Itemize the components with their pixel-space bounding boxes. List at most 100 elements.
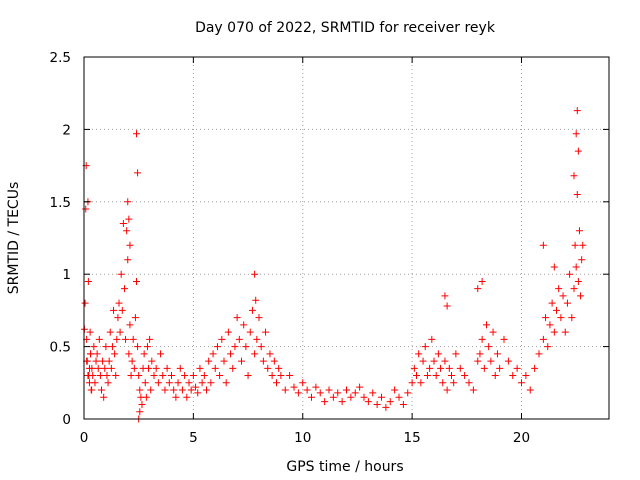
data-point xyxy=(238,357,245,365)
data-point xyxy=(150,372,158,380)
data-point xyxy=(203,386,210,394)
x-tick-label: 5 xyxy=(189,430,198,446)
data-point xyxy=(94,364,102,372)
data-point xyxy=(432,372,440,380)
data-point xyxy=(563,299,571,307)
data-point xyxy=(430,357,438,365)
data-point xyxy=(491,372,499,380)
data-point xyxy=(127,372,135,380)
data-point xyxy=(103,372,111,380)
data-point xyxy=(178,386,186,394)
data-point xyxy=(200,372,208,380)
data-point xyxy=(496,364,504,372)
data-point xyxy=(439,379,447,387)
data-point xyxy=(526,386,534,394)
data-point xyxy=(338,398,346,406)
data-point xyxy=(578,256,586,264)
data-point xyxy=(452,350,460,358)
data-point xyxy=(294,389,302,397)
data-point xyxy=(213,343,221,351)
data-point xyxy=(573,191,581,199)
data-point xyxy=(105,357,113,365)
data-point xyxy=(574,147,582,155)
data-point xyxy=(518,379,525,387)
data-point xyxy=(544,343,552,351)
data-point xyxy=(553,306,560,314)
data-point xyxy=(176,364,184,372)
data-point xyxy=(480,364,488,372)
data-point xyxy=(461,372,469,380)
data-point xyxy=(573,107,581,115)
data-point xyxy=(125,215,133,223)
data-point xyxy=(209,350,217,358)
data-point xyxy=(262,328,270,336)
data-point xyxy=(450,379,458,387)
data-point xyxy=(146,335,154,343)
data-point xyxy=(273,379,280,387)
data-point xyxy=(264,364,272,372)
data-point xyxy=(575,227,583,235)
data-point xyxy=(395,393,403,401)
data-point xyxy=(441,357,449,365)
data-point xyxy=(364,398,372,406)
data-point xyxy=(419,357,427,365)
data-point xyxy=(92,357,100,365)
data-point xyxy=(487,357,495,365)
data-point xyxy=(356,383,364,391)
data-point xyxy=(248,306,256,314)
data-point xyxy=(231,343,239,351)
data-point xyxy=(95,335,103,343)
data-point xyxy=(88,386,96,394)
data-point xyxy=(399,401,407,409)
data-point xyxy=(198,379,206,387)
data-point xyxy=(570,285,578,293)
data-point xyxy=(561,328,569,336)
data-point xyxy=(118,306,126,314)
data-point xyxy=(108,343,116,351)
data-point xyxy=(100,393,108,401)
data-point xyxy=(555,285,563,293)
data-point xyxy=(194,389,202,397)
data-point xyxy=(522,372,530,380)
data-point xyxy=(290,383,298,391)
data-point xyxy=(192,383,200,391)
data-point xyxy=(205,357,213,365)
data-point xyxy=(443,386,451,394)
data-point xyxy=(493,350,501,358)
data-point xyxy=(378,393,385,401)
data-point xyxy=(131,314,139,322)
data-point xyxy=(329,393,337,401)
data-point xyxy=(557,314,565,322)
data-point xyxy=(86,328,94,336)
data-points xyxy=(80,107,587,423)
data-point xyxy=(476,350,484,358)
data-point xyxy=(579,241,587,249)
data-point xyxy=(142,393,150,401)
data-point xyxy=(122,335,130,343)
data-point xyxy=(136,386,144,394)
y-tick-label: 1.5 xyxy=(50,195,71,211)
data-point xyxy=(125,350,133,358)
data-point xyxy=(546,321,554,329)
data-point xyxy=(308,393,315,401)
data-point xyxy=(168,372,175,380)
data-point xyxy=(133,130,140,138)
data-point xyxy=(90,343,98,351)
x-tick-label: 20 xyxy=(513,430,530,446)
data-point xyxy=(559,292,567,300)
data-point xyxy=(568,314,576,322)
data-point xyxy=(410,364,418,372)
x-tick-label: 0 xyxy=(80,430,89,446)
y-tick-label: 2 xyxy=(62,122,71,138)
data-point xyxy=(251,350,259,358)
data-point xyxy=(417,379,425,387)
data-point xyxy=(550,263,558,271)
data-point xyxy=(474,357,482,365)
data-point xyxy=(111,350,119,358)
data-point xyxy=(303,386,311,394)
data-point xyxy=(347,393,355,401)
data-point xyxy=(415,350,423,358)
data-point xyxy=(509,372,517,380)
data-point xyxy=(316,389,324,397)
data-point xyxy=(84,277,92,285)
